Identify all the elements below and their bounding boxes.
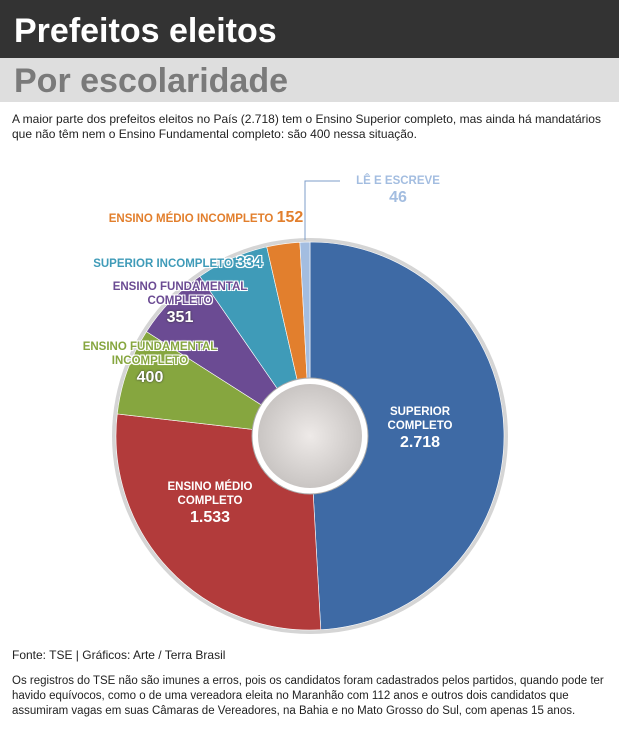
slice-label: LÊ E ESCREVE 46 <box>338 174 458 207</box>
slice-label: SUPERIOR INCOMPLETO 334 <box>78 253 278 272</box>
pie <box>112 180 508 634</box>
category-label: SUPERIOR COMPLETO <box>387 406 453 432</box>
leader-line <box>304 180 340 240</box>
footnote: Os registros do TSE não são imunes a err… <box>12 675 604 717</box>
category-label: LÊ E ESCREVE <box>356 175 440 187</box>
category-label: ENSINO MÉDIO INCOMPLETO <box>108 213 274 225</box>
slice-label: ENSINO MÉDIO INCOMPLETO 152 <box>86 208 326 227</box>
value-label: 152 <box>276 209 304 226</box>
category-label: ENSINO MÉDIO COMPLETO <box>167 481 253 507</box>
pie-slice <box>309 241 505 631</box>
category-label: ENSINO FUNDAMENTAL COMPLETO <box>112 281 248 307</box>
slice-label: ENSINO MÉDIO COMPLETO 1.533 <box>150 480 270 527</box>
value-label: 334 <box>236 254 263 271</box>
value-label: 351 <box>166 309 194 326</box>
value-label: 2.718 <box>399 434 441 451</box>
value-label: 400 <box>136 369 164 386</box>
intro: A maior parte dos prefeitos eleitos no P… <box>12 112 601 141</box>
category-label: ENSINO FUNDAMENTAL INCOMPLETO <box>82 341 218 367</box>
source: Fonte: TSE | Gráficos: Arte / Terra Bras… <box>12 648 226 662</box>
slice-label: ENSINO FUNDAMENTAL COMPLETO 351 <box>100 280 260 327</box>
value-label: 1.533 <box>189 509 231 526</box>
hole <box>258 384 362 488</box>
slice-label: ENSINO FUNDAMENTAL INCOMPLETO 400 <box>70 340 230 387</box>
category-label: SUPERIOR INCOMPLETO <box>93 258 233 270</box>
value-label: 46 <box>389 189 407 206</box>
title: Prefeitos eleitos <box>0 0 619 58</box>
slice-label: SUPERIOR COMPLETO 2.718 <box>360 405 480 452</box>
subtitle: Por escolaridade <box>0 58 619 102</box>
